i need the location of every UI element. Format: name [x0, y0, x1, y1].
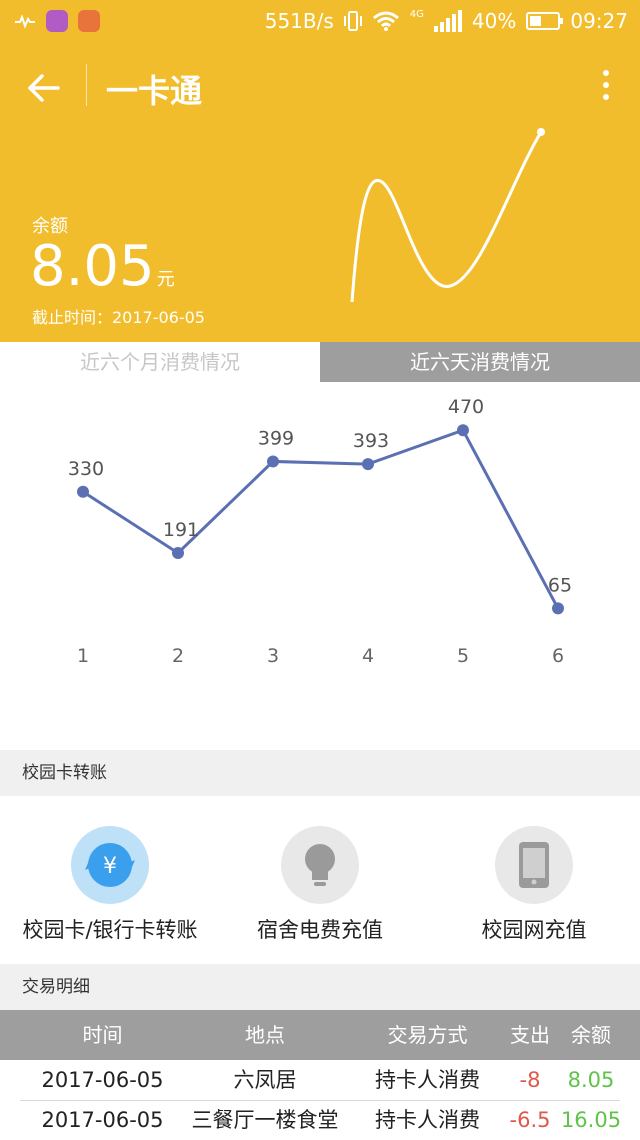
data-label: 470: [448, 396, 484, 418]
data-label: 393: [353, 430, 389, 452]
status-indicators: 551B/s 4G 40% 09:27: [265, 9, 628, 33]
service-card-bank-transfer[interactable]: ¥ 校园卡/银行卡转账: [0, 826, 220, 944]
data-point[interactable]: [267, 455, 279, 468]
transfer-services: ¥ 校园卡/银行卡转账 宿舍电费充值 校园网充值: [0, 796, 640, 964]
row-time: 2017-06-05: [41, 1068, 164, 1092]
pulse-app-icon: [15, 14, 35, 29]
net-speed: 551B/s: [264, 9, 334, 33]
service-card-network[interactable]: 校园网充值: [424, 826, 640, 944]
header-method: 交易方式: [387, 1023, 468, 1047]
header-divider: [86, 64, 87, 106]
yen-exchange-icon: ¥: [71, 826, 149, 904]
x-tick-label: 6: [552, 645, 564, 667]
service-card-electricity[interactable]: 宿舍电费充值: [210, 826, 430, 944]
service-label: 校园卡/银行卡转账: [22, 918, 198, 942]
data-label: 191: [163, 519, 199, 541]
balance-value: 8.05: [30, 234, 155, 299]
row-method: 持卡人消费: [375, 1068, 480, 1092]
header-amount: 支出: [510, 1023, 550, 1047]
line-chart: 330 1 191 2 399 3 393 4 470 5 65 6: [68, 396, 572, 667]
vibrate-icon: [343, 11, 362, 31]
decorative-wave: [350, 128, 545, 303]
transfer-section-title: 校园卡转账: [0, 750, 640, 796]
transactions-header: 时间 地点 交易方式 支出 余额: [0, 1010, 640, 1060]
balance-unit: 元: [156, 269, 175, 290]
balance-label: 余额: [32, 216, 68, 237]
balance-as-of: 截止时间：2017-06-05: [32, 308, 205, 327]
more-menu-icon[interactable]: [594, 66, 618, 110]
data-point[interactable]: [362, 458, 374, 471]
x-tick-label: 1: [77, 645, 89, 667]
tab-six-days[interactable]: 近六天消费情况: [320, 342, 640, 382]
row-time: 2017-06-05: [41, 1108, 164, 1132]
lightbulb-icon: [281, 826, 359, 904]
x-tick-label: 3: [267, 645, 279, 667]
consumption-tabs: 近六个月消费情况 近六天消费情况: [0, 342, 640, 382]
data-point[interactable]: [172, 546, 184, 559]
back-arrow-icon[interactable]: [22, 66, 66, 110]
data-point[interactable]: [77, 485, 89, 498]
row-method: 持卡人消费: [375, 1108, 480, 1132]
battery-percent: 40%: [471, 9, 517, 33]
row-place: 三餐厅一楼食堂: [191, 1108, 339, 1132]
network-type: 4G: [409, 9, 424, 20]
row-balance: 16.05: [560, 1108, 622, 1132]
header-place: 地点: [245, 1023, 285, 1047]
row-amount: -6.5: [509, 1108, 551, 1132]
clock: 09:27: [570, 9, 628, 33]
data-label: 330: [68, 458, 104, 480]
table-row[interactable]: 2017-06-05 六凤居 持卡人消费 -8 8.05: [0, 1060, 640, 1100]
battery-icon: [526, 12, 564, 30]
row-balance: 8.05: [567, 1068, 615, 1092]
x-tick-label: 2: [172, 645, 184, 667]
transactions-section-title: 交易明细: [0, 964, 640, 1010]
notification-icons: [14, 10, 100, 32]
phone-icon: [495, 826, 573, 904]
data-label: 399: [258, 427, 294, 449]
series-line: [82, 428, 560, 610]
balance-amount: 8.05 元: [30, 234, 175, 299]
signal-icon: [433, 10, 462, 32]
x-tick-label: 5: [457, 645, 469, 667]
header-balance: 余额: [571, 1023, 611, 1047]
status-bar: 551B/s 4G 40% 09:27: [0, 0, 640, 44]
x-tick-label: 4: [362, 645, 374, 667]
row-place: 六凤居: [233, 1068, 297, 1092]
svg-text:¥: ¥: [103, 854, 117, 879]
row-amount: -8: [519, 1068, 541, 1092]
data-point[interactable]: [552, 602, 564, 615]
card-header: 一卡通 余额 8.05 元 截止时间：2017-06-05: [0, 44, 640, 342]
header-time: 时间: [82, 1023, 123, 1047]
tab-six-months[interactable]: 近六个月消费情况: [0, 342, 320, 382]
tool-app-icon: [78, 10, 100, 32]
page-title: 一卡通: [106, 72, 203, 110]
wifi-icon: [372, 11, 399, 31]
data-label: 65: [548, 574, 572, 596]
consumption-chart: 330 1 191 2 399 3 393 4 470 5 65 6: [0, 382, 640, 750]
row-divider: [20, 1100, 620, 1101]
gallery-app-icon: [46, 10, 68, 32]
service-label: 校园网充值: [481, 918, 587, 942]
table-row[interactable]: 2017-06-05 三餐厅一楼食堂 持卡人消费 -6.5 16.05: [0, 1100, 640, 1140]
data-point[interactable]: [457, 424, 469, 437]
service-label: 宿舍电费充值: [257, 918, 383, 942]
